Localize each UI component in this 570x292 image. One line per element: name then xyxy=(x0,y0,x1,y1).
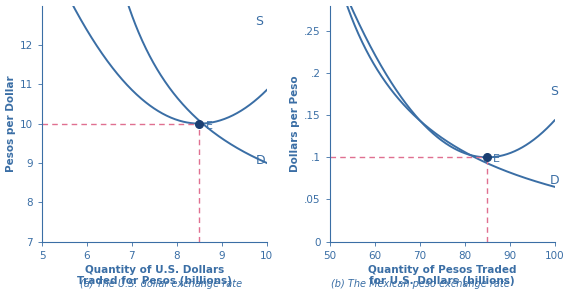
Text: S: S xyxy=(255,15,263,28)
X-axis label: Quantity of U.S. Dollars
Traded for Pesos (billions): Quantity of U.S. Dollars Traded for Peso… xyxy=(77,265,232,286)
X-axis label: Quantity of Pesos Traded
for U.S. Dollars (billions): Quantity of Pesos Traded for U.S. Dollar… xyxy=(368,265,516,286)
Text: E: E xyxy=(206,121,213,131)
Y-axis label: Pesos per Dollar: Pesos per Dollar xyxy=(6,75,15,172)
Text: E: E xyxy=(492,154,499,164)
Y-axis label: Dollars per Peso: Dollars per Peso xyxy=(290,75,300,172)
Text: S: S xyxy=(550,85,558,98)
Text: D: D xyxy=(255,154,265,168)
Text: (b) The Mexican peso exchange rate: (b) The Mexican peso exchange rate xyxy=(331,279,510,289)
Text: D: D xyxy=(550,174,560,187)
Text: (a) The U.S. dollar exchange rate: (a) The U.S. dollar exchange rate xyxy=(80,279,242,289)
